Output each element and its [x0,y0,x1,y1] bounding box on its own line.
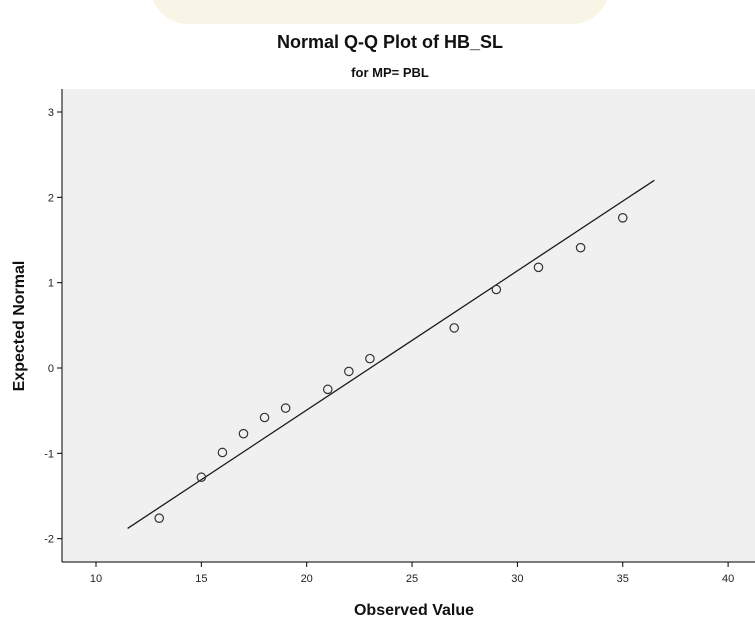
watermark-band [150,0,610,24]
data-point [449,323,459,333]
plot-area [62,89,755,562]
data-point [344,366,354,377]
x-tick-label: 30 [511,573,523,585]
y-axis-label: Expected Normal [11,261,28,392]
data-point [322,384,333,395]
x-tick-label: 15 [195,573,207,585]
data-point [217,447,228,458]
x-tick-label: 20 [301,573,313,585]
x-tick-label: 10 [90,573,102,585]
x-tick-label: 40 [722,573,734,585]
data-point [154,513,165,523]
y-tick-label: -1 [44,448,54,460]
y-tick-label: 0 [48,363,54,375]
data-point [259,412,270,423]
y-ticks: -2 -1 0 1 2 3 [44,107,62,546]
x-axis-label: Observed Value [354,602,474,619]
data-point [533,262,544,273]
data-points [154,213,628,523]
reference-line [127,179,655,529]
x-ticks: 10 15 20 25 30 35 40 [90,562,734,585]
y-tick-label: 3 [48,107,54,119]
x-tick-label: 25 [406,573,418,585]
data-point [617,213,628,223]
data-point [238,428,249,439]
x-tick-label: 35 [617,573,629,585]
data-point [196,472,207,483]
y-tick-label: 1 [48,278,54,290]
data-point [491,284,502,295]
y-tick-label: 2 [48,192,54,204]
chart-subtitle: for MP= PBL [351,65,429,80]
data-point [280,403,291,413]
data-point [365,353,375,364]
chart-title: Normal Q-Q Plot of HB_SL [277,32,503,52]
data-point [575,242,586,253]
y-tick-label: -2 [44,534,54,546]
